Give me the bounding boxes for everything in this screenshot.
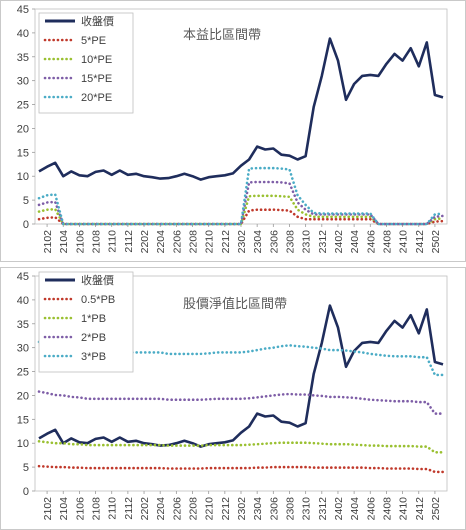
x-tick-label: 2302 bbox=[236, 230, 248, 254]
x-tick-label: 2210 bbox=[204, 497, 216, 521]
x-axis: 2102 2104 2106 2108 2110 2112 2202 2204 2206 2208… bbox=[42, 224, 442, 253]
y-tick-label: 45 bbox=[17, 271, 29, 283]
x-tick-label: 2104 bbox=[58, 230, 70, 254]
x-tick-label: 2312 bbox=[317, 497, 329, 521]
series-line-4 bbox=[37, 166, 445, 226]
x-tick-label: 2102 bbox=[42, 230, 54, 254]
y-tick-label: 40 bbox=[17, 28, 29, 40]
x-tick-label: 2304 bbox=[252, 230, 264, 254]
pb-band-chart-panel: 股價淨值比區間帶 0 5 10 15 20 25 30 35 40 45 2102 2104 2106… bbox=[0, 267, 466, 530]
x-tick-label: 2108 bbox=[91, 497, 103, 521]
y-tick-label: 30 bbox=[17, 76, 29, 88]
y-axis: 0 5 10 15 20 25 30 35 40 45 bbox=[17, 4, 35, 231]
x-tick-label: 2312 bbox=[317, 230, 329, 254]
legend-label: 收盤價 bbox=[81, 273, 114, 287]
x-tick-label: 2102 bbox=[42, 497, 54, 521]
x-tick-label: 2404 bbox=[349, 497, 361, 521]
x-tick-label: 2412 bbox=[414, 230, 426, 254]
x-tick-label: 2308 bbox=[284, 497, 296, 521]
y-tick-label: 10 bbox=[17, 171, 29, 183]
x-tick-label: 2106 bbox=[74, 230, 86, 254]
x-tick-label: 2112 bbox=[123, 497, 135, 520]
y-tick-label: 35 bbox=[17, 319, 29, 331]
x-tick-label: 2310 bbox=[301, 230, 313, 254]
x-tick-label: 2410 bbox=[398, 497, 410, 521]
x-tick-label: 2304 bbox=[252, 497, 264, 521]
x-tick-label: 2104 bbox=[58, 497, 70, 521]
x-tick-label: 2410 bbox=[398, 230, 410, 254]
x-tick-label: 2412 bbox=[414, 497, 426, 521]
x-tick-label: 2210 bbox=[204, 230, 216, 254]
x-tick-label: 2204 bbox=[155, 497, 167, 521]
y-tick-label: 10 bbox=[17, 438, 29, 450]
legend: 收盤價 0.5*PB 1*PB 2*PB 3*PB bbox=[38, 271, 134, 373]
chart-title: 股價淨值比區間帶 bbox=[183, 296, 287, 311]
legend-label: 15*PE bbox=[81, 73, 112, 85]
pe-band-chart-panel: 本益比區間帶 0 5 10 15 20 25 30 35 40 45 2102 2104 2106 21… bbox=[0, 0, 466, 262]
x-tick-label: 2406 bbox=[365, 230, 377, 254]
x-tick-label: 2406 bbox=[365, 497, 377, 521]
y-tick-label: 0 bbox=[23, 486, 29, 498]
y-tick-label: 5 bbox=[23, 462, 29, 474]
y-tick-label: 45 bbox=[17, 4, 29, 16]
series-line-2 bbox=[37, 440, 445, 454]
x-tick-label: 2408 bbox=[381, 497, 393, 521]
series-line-0 bbox=[38, 304, 444, 448]
x-tick-label: 2110 bbox=[107, 230, 119, 253]
x-tick-label: 2112 bbox=[123, 230, 135, 253]
y-tick-label: 35 bbox=[17, 52, 29, 64]
x-tick-label: 2110 bbox=[107, 497, 119, 520]
x-tick-label: 2202 bbox=[139, 230, 151, 254]
y-tick-label: 0 bbox=[23, 219, 29, 231]
x-tick-label: 2208 bbox=[188, 497, 200, 521]
x-tick-label: 2306 bbox=[268, 230, 280, 254]
x-tick-label: 2206 bbox=[171, 230, 183, 254]
x-tick-label: 2108 bbox=[91, 230, 103, 254]
y-tick-label: 40 bbox=[17, 295, 29, 307]
y-tick-label: 5 bbox=[23, 195, 29, 207]
x-tick-label: 2208 bbox=[188, 230, 200, 254]
x-tick-label: 2306 bbox=[268, 497, 280, 521]
legend: 收盤價 5*PE 10*PE 15*PE 20*PE bbox=[38, 12, 134, 114]
x-tick-label: 2106 bbox=[74, 497, 86, 521]
y-tick-label: 30 bbox=[17, 343, 29, 355]
legend-label: 1*PB bbox=[81, 313, 106, 325]
y-axis: 0 5 10 15 20 25 30 35 40 45 bbox=[17, 271, 35, 498]
x-tick-label: 2502 bbox=[430, 230, 442, 254]
x-tick-label: 2302 bbox=[236, 497, 248, 521]
x-tick-label: 2206 bbox=[171, 497, 183, 521]
legend-label: 10*PE bbox=[81, 54, 112, 66]
x-tick-label: 2308 bbox=[284, 230, 296, 254]
chart-title: 本益比區間帶 bbox=[183, 27, 261, 42]
x-axis: 2102 2104 2106 2108 2110 2112 2202 2204 2206 2208… bbox=[42, 491, 442, 520]
x-tick-label: 2408 bbox=[381, 230, 393, 254]
series-lines bbox=[37, 37, 445, 226]
legend-label: 5*PE bbox=[81, 35, 106, 47]
y-tick-label: 20 bbox=[17, 390, 29, 402]
y-tick-label: 25 bbox=[17, 367, 29, 379]
x-tick-label: 2212 bbox=[220, 230, 232, 254]
series-line-3 bbox=[37, 390, 445, 415]
x-tick-label: 2402 bbox=[333, 497, 345, 521]
series-line-0 bbox=[38, 37, 444, 181]
y-tick-label: 15 bbox=[17, 147, 29, 159]
x-tick-label: 2502 bbox=[430, 497, 442, 521]
x-tick-label: 2402 bbox=[333, 230, 345, 254]
pb-band-chart: 股價淨值比區間帶 0 5 10 15 20 25 30 35 40 45 2102 2104 2106… bbox=[17, 271, 448, 520]
legend-label: 0.5*PB bbox=[81, 294, 115, 306]
legend-label: 2*PB bbox=[81, 332, 106, 344]
series-line-1 bbox=[37, 464, 445, 474]
y-tick-label: 25 bbox=[17, 100, 29, 112]
legend-label: 20*PE bbox=[81, 92, 112, 104]
legend-label: 3*PB bbox=[81, 351, 106, 363]
legend-label: 收盤價 bbox=[81, 14, 114, 28]
x-tick-label: 2212 bbox=[220, 497, 232, 521]
x-tick-label: 2204 bbox=[155, 230, 167, 254]
x-tick-label: 2202 bbox=[139, 497, 151, 521]
y-tick-label: 20 bbox=[17, 123, 29, 135]
x-tick-label: 2310 bbox=[301, 497, 313, 521]
y-tick-label: 15 bbox=[17, 414, 29, 426]
x-tick-label: 2404 bbox=[349, 230, 361, 254]
